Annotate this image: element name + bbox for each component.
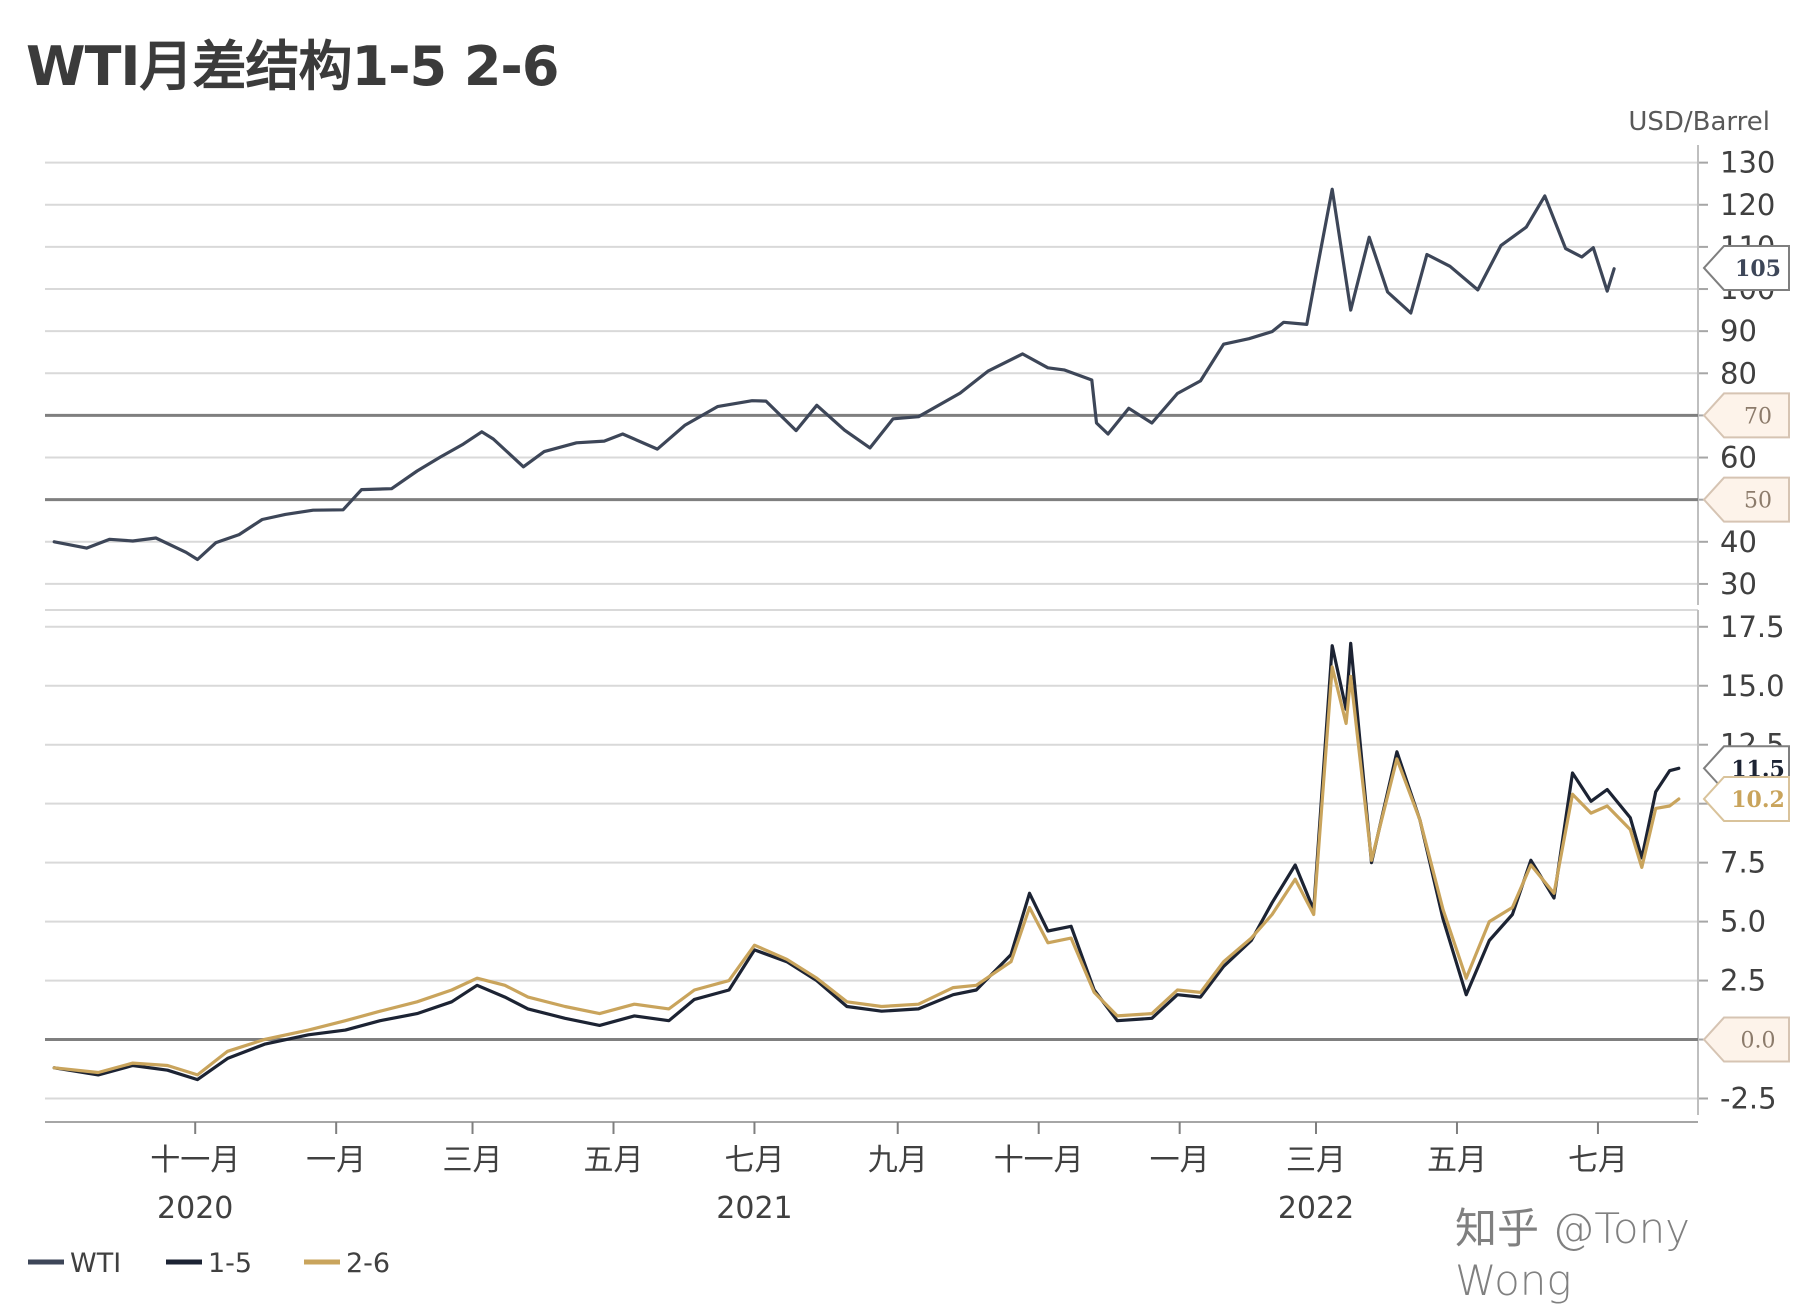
x-tick-label: 三月 <box>1286 1143 1346 1178</box>
legend: WTI 1-5 2-6 <box>28 1248 390 1279</box>
y-tick-label: 5.0 <box>1720 905 1766 939</box>
x-tick-label: 十一月 <box>994 1143 1084 1178</box>
y-tick-label: 30 <box>1720 567 1757 601</box>
value-callout <box>1702 476 1790 523</box>
watermark: 知乎 @Tony Wong <box>1455 1204 1691 1305</box>
value-callout-label: 50 <box>1744 489 1772 514</box>
y-tick-label: 120 <box>1720 188 1775 222</box>
value-callout <box>1702 1016 1790 1063</box>
value-callout-label: 10.2 <box>1731 787 1785 813</box>
y-tick-label: 17.5 <box>1720 610 1785 644</box>
y-tick-label: -2.5 <box>1720 1081 1777 1115</box>
legend-label: 2-6 <box>346 1248 390 1279</box>
y-tick-label: 2.5 <box>1720 964 1766 998</box>
x-tick-label: 七月 <box>1568 1143 1628 1178</box>
value-callout <box>1702 392 1790 439</box>
y-tick-label: 80 <box>1720 356 1757 390</box>
x-tick-label: 九月 <box>868 1143 928 1178</box>
x-tick-label: 十一月 <box>150 1143 240 1178</box>
x-axis: 十一月 一月 三月 五月 七月 九月 十一月 一月 三月 五月 七月 2020 2021 2022 <box>45 1121 1698 1226</box>
x-tick-label: 五月 <box>583 1143 643 1178</box>
x-tick-label: 三月 <box>443 1143 503 1178</box>
price-panel: 304050607080901001101201301057050USD/Bar… <box>45 107 1790 611</box>
x-tick-label: 五月 <box>1427 1143 1487 1178</box>
legend-label: 1-5 <box>208 1248 252 1279</box>
series-line-1-5 <box>52 641 1681 1082</box>
y-tick-label: 7.5 <box>1720 846 1766 880</box>
value-callout <box>1702 775 1790 822</box>
series-line-2-6 <box>52 665 1681 1077</box>
legend-label: WTI <box>70 1248 121 1279</box>
x-year-label: 2022 <box>1278 1191 1354 1226</box>
value-callout-label: 70 <box>1744 404 1772 429</box>
spread-panel: -2.50.02.55.07.510.012.515.017.511.510.2… <box>45 610 1790 1115</box>
y-tick-label: 15.0 <box>1720 669 1785 703</box>
value-callout-label: 0.0 <box>1741 1029 1776 1054</box>
chart-title: WTI月差结构1-5 2-6 <box>26 35 559 98</box>
value-callout <box>1702 244 1790 291</box>
y-tick-label: 40 <box>1720 525 1757 559</box>
x-year-label: 2020 <box>157 1191 233 1226</box>
y-unit-label: USD/Barrel <box>1628 107 1770 137</box>
x-year-label: 2021 <box>716 1191 792 1226</box>
series-line-WTI <box>52 187 1616 562</box>
y-tick-label: 90 <box>1720 314 1757 348</box>
x-tick-label: 一月 <box>1150 1143 1210 1178</box>
value-callout-label: 105 <box>1735 256 1781 282</box>
y-tick-label: 60 <box>1720 441 1757 475</box>
x-tick-label: 一月 <box>306 1143 366 1178</box>
x-tick-label: 七月 <box>724 1143 784 1178</box>
y-tick-label: 130 <box>1720 146 1775 180</box>
